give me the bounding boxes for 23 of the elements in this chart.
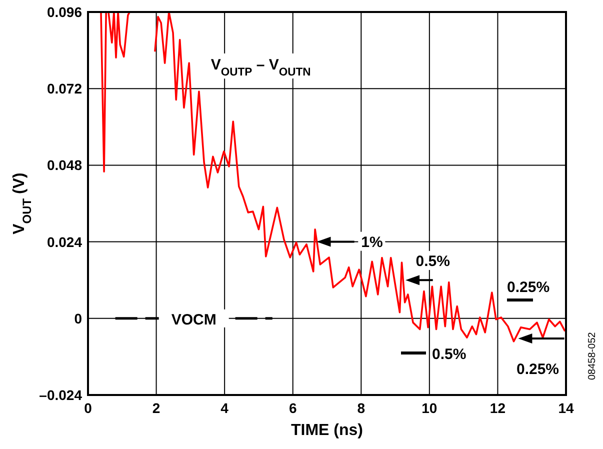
y-tick-label: 0.096 <box>46 4 82 20</box>
x-tick-label: 14 <box>558 400 574 416</box>
annotation: 0.25% <box>507 279 550 296</box>
x-tick-label: 10 <box>422 400 438 416</box>
x-tick-label: 12 <box>490 400 506 416</box>
y-tick-label: 0.024 <box>46 234 82 250</box>
y-tick-label: –0.024 <box>39 387 82 403</box>
series-label: V$_{OUTP}$ – V$_{OUTN}$ <box>210 56 311 78</box>
x-tick-label: 6 <box>288 400 297 416</box>
y-tick-label: 0.048 <box>46 157 82 174</box>
x-tick-label: 8 <box>357 400 366 416</box>
text: 08458-052 <box>587 332 598 380</box>
annotation: 0.5% <box>432 346 466 363</box>
y-tick-label: 0.072 <box>46 80 82 97</box>
annotation: 0.5% <box>416 252 450 270</box>
x-tick-label: 0 <box>84 400 92 416</box>
x-axis-title: TIME (ns) <box>291 422 363 439</box>
annotation: 1% <box>361 234 383 251</box>
annotation: 0.25% <box>516 360 560 378</box>
x-tick-label: 2 <box>152 400 160 416</box>
series-label: VOCM <box>171 311 216 328</box>
y-tick-label: 0 <box>74 310 82 326</box>
x-tick-label: 4 <box>220 400 229 416</box>
